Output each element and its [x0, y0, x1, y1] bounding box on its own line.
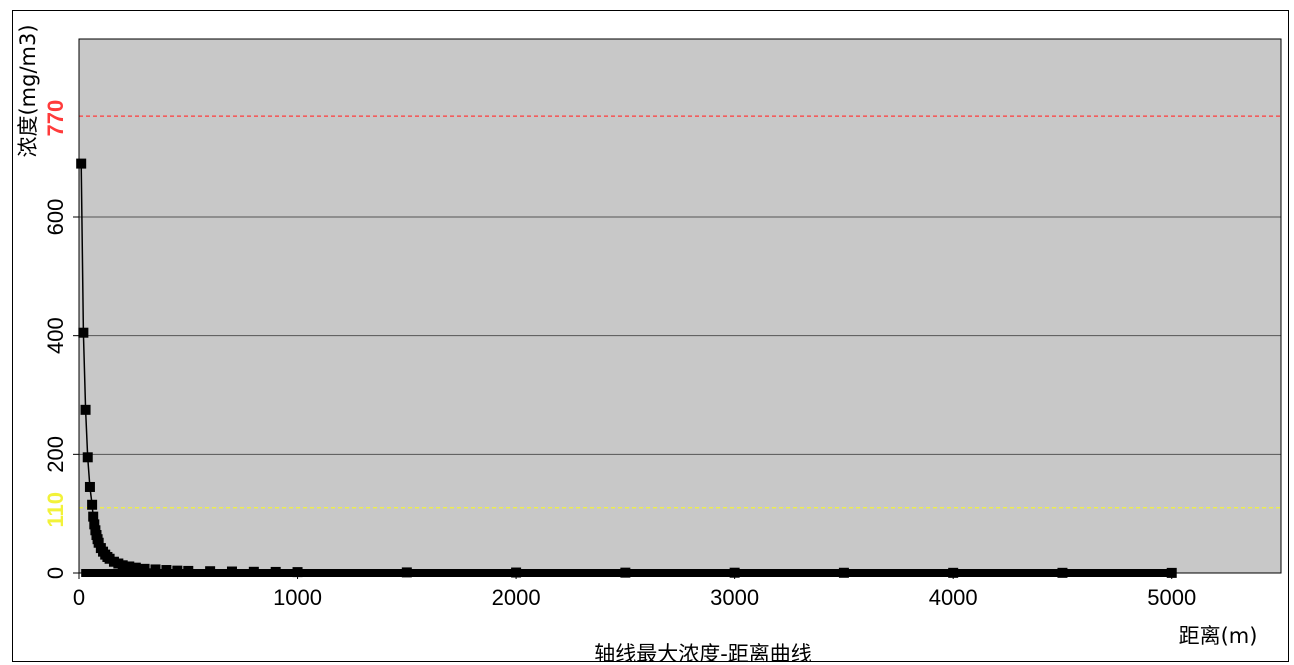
x-tick-label: 0 — [73, 585, 85, 610]
data-point — [93, 537, 104, 548]
data-point — [87, 499, 98, 510]
data-point — [117, 560, 128, 571]
x-tick-label: 2000 — [492, 585, 541, 610]
x-axis-title: 距离(m) — [1179, 624, 1258, 648]
x-tick-label: 4000 — [929, 585, 978, 610]
data-point — [124, 561, 135, 572]
chart-title: 轴线最大浓度-距离曲线 — [594, 642, 812, 661]
plot-border — [78, 38, 1282, 574]
chart-frame: 0 1000 2000 3000 4000 5000 0 200 400 600 770 110 … — [12, 10, 1289, 662]
data-point — [76, 158, 87, 169]
plot-area — [79, 39, 1281, 573]
data-point — [82, 452, 93, 463]
grid-lines — [79, 216, 1281, 455]
data-point — [88, 511, 99, 522]
y-tick-label: 400 — [43, 317, 68, 354]
y-ticks: 0 200 400 600 — [43, 199, 79, 579]
x-tick-label: 3000 — [710, 585, 759, 610]
data-point — [78, 327, 89, 338]
data-point — [139, 563, 150, 574]
y-tick-label: 200 — [43, 436, 68, 473]
threshold-labels: 770 110 — [43, 100, 68, 528]
x-ticks: 0 1000 2000 3000 4000 5000 — [73, 573, 1196, 610]
x-tick-label: 5000 — [1147, 585, 1196, 610]
y-axis-title: 浓度(mg/m3) — [16, 24, 40, 157]
x-tick-label: 1000 — [273, 585, 322, 610]
threshold-lines — [79, 115, 1281, 509]
y-tick-label: 0 — [43, 567, 68, 579]
data-point — [130, 562, 141, 573]
data-point — [80, 404, 91, 415]
threshold-label: 770 — [43, 100, 68, 137]
data-point — [89, 519, 100, 530]
threshold-label: 110 — [43, 492, 68, 528]
y-tick-label: 600 — [43, 199, 68, 236]
data-point — [84, 481, 95, 492]
